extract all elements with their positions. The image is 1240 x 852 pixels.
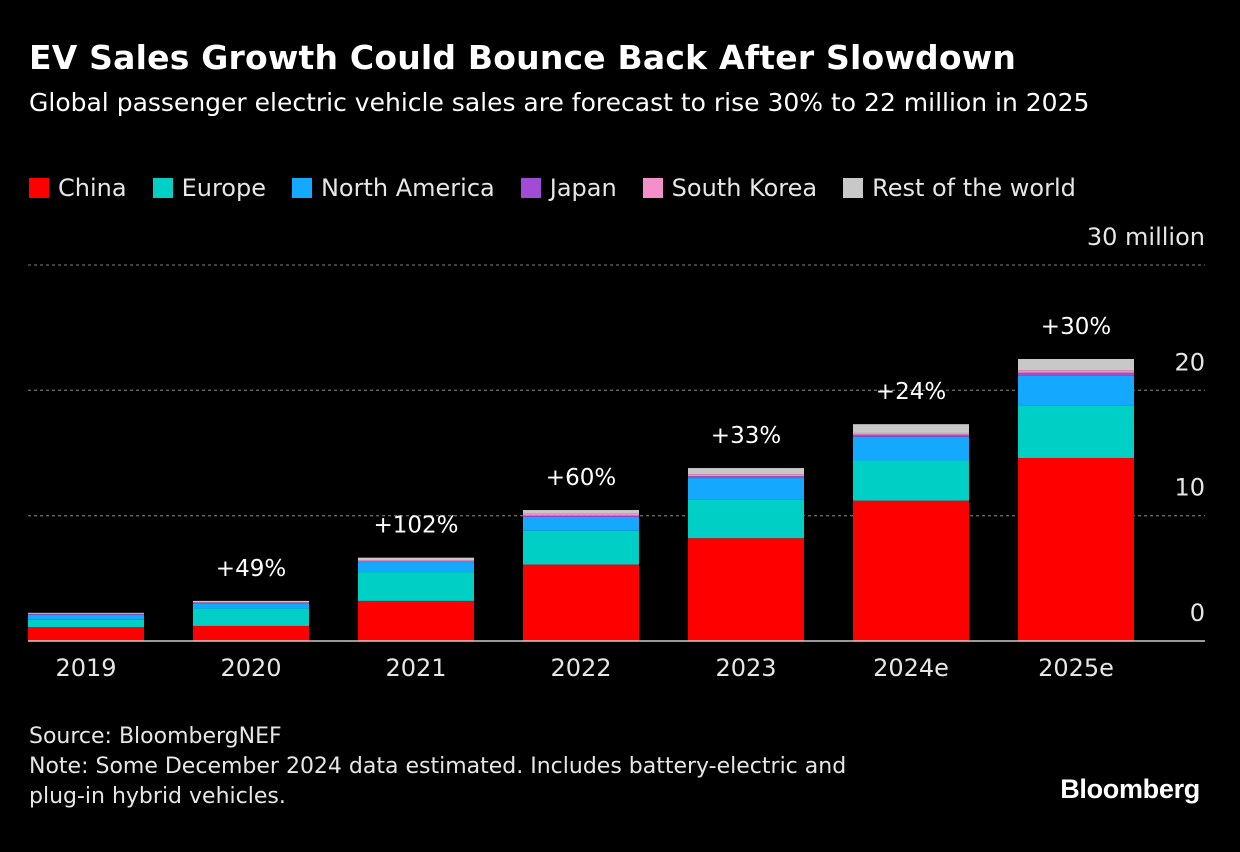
x-tick-label: 2023 (715, 654, 776, 682)
legend-item: Europe (152, 174, 266, 202)
bar-segment (28, 614, 144, 620)
growth-label: +30% (1041, 314, 1111, 340)
note-text-line-2: plug-in hybrid vehicles. (29, 784, 286, 809)
legend-item: Japan (520, 174, 617, 202)
growth-label: +49% (216, 556, 286, 582)
legend-swatch (291, 178, 312, 198)
x-tick-label: 2024e (873, 654, 949, 682)
x-tick-label: 2020 (220, 654, 281, 682)
bar-segment (193, 625, 309, 641)
bar-segment (358, 561, 474, 563)
bar-segment (28, 627, 144, 641)
legend-item: North America (291, 174, 495, 202)
growth-label: +33% (711, 423, 781, 449)
legend-item: Rest of the world (843, 174, 1076, 202)
bar-segment (28, 614, 144, 615)
y-tick-label: 10 (1174, 474, 1205, 502)
y-tick-label: 0 (1190, 599, 1205, 627)
bar-segment (358, 560, 474, 562)
bar-segment (193, 608, 309, 626)
legend-swatch (642, 178, 663, 198)
legend-label: Europe (181, 174, 266, 202)
bar-segment (1018, 372, 1134, 376)
bar-segment (193, 602, 309, 603)
bar-segment (523, 564, 639, 641)
bar-segment (1018, 375, 1134, 406)
bar-segment (28, 613, 144, 615)
legend-swatch (843, 178, 864, 198)
bar-segment (853, 424, 969, 433)
growth-label: +24% (876, 379, 946, 405)
chart-title: EV Sales Growth Could Bounce Back After … (29, 38, 1017, 77)
bar-segment (688, 478, 804, 500)
bar-segment (1018, 370, 1134, 373)
legend-label: North America (320, 174, 495, 202)
x-tick-label: 2025e (1038, 654, 1114, 682)
bar-segment (523, 530, 639, 565)
bar-segment (688, 499, 804, 539)
legend: China Europe North America Japan South Korea… (29, 174, 1102, 202)
legend-item: South Korea (642, 174, 818, 202)
x-tick-label: 2021 (385, 654, 446, 682)
bar-segment (853, 436, 969, 461)
legend-label: Japan (549, 174, 617, 202)
y-tick-label: 30 million (1087, 223, 1205, 251)
bar-segment (193, 602, 309, 604)
bar-segment (688, 474, 804, 477)
bar-segment (688, 468, 804, 475)
bar-segment (853, 460, 969, 501)
bar-segment (358, 557, 474, 561)
growth-label: +60% (546, 465, 616, 491)
x-tick-label: 2022 (550, 654, 611, 682)
chart-subtitle: Global passenger electric vehicle sales … (29, 88, 1090, 117)
bar-segment (523, 515, 639, 517)
legend-swatch (152, 178, 173, 198)
legend-item: China (29, 174, 127, 202)
bar-segment (358, 572, 474, 601)
bar-segment (358, 600, 474, 641)
bar-segment (853, 434, 969, 437)
bar-segment (28, 612, 144, 614)
growth-label: +102% (373, 513, 458, 539)
x-tick-label: 2019 (55, 654, 116, 682)
bar-segment (523, 510, 639, 514)
legend-label: Rest of the world (872, 174, 1076, 202)
bar-segment (193, 603, 309, 609)
bar-segment (853, 432, 969, 435)
legend-swatch (29, 178, 49, 198)
source-text: Source: BloombergNEF (29, 724, 282, 749)
bar-segment (358, 562, 474, 573)
bar-segment (523, 516, 639, 531)
legend-label: South Korea (671, 174, 818, 202)
footer: Source: BloombergNEF Note: Some December… (29, 722, 846, 812)
legend-label: China (58, 174, 127, 202)
bar-segment (193, 600, 309, 603)
y-tick-label: 20 (1174, 348, 1205, 376)
bar-segment (853, 500, 969, 641)
legend-swatch (520, 178, 541, 198)
bar-segment (1018, 458, 1134, 641)
bar-segment (688, 476, 804, 479)
bar-segment (1018, 405, 1134, 459)
note-text-line-1: Note: Some December 2024 data estimated.… (29, 754, 847, 779)
bar-segment (688, 538, 804, 641)
bloomberg-logo: Bloomberg (1060, 774, 1200, 804)
bar-segment (1018, 359, 1134, 371)
bar-segment (28, 619, 144, 628)
bar-segment (523, 513, 639, 516)
